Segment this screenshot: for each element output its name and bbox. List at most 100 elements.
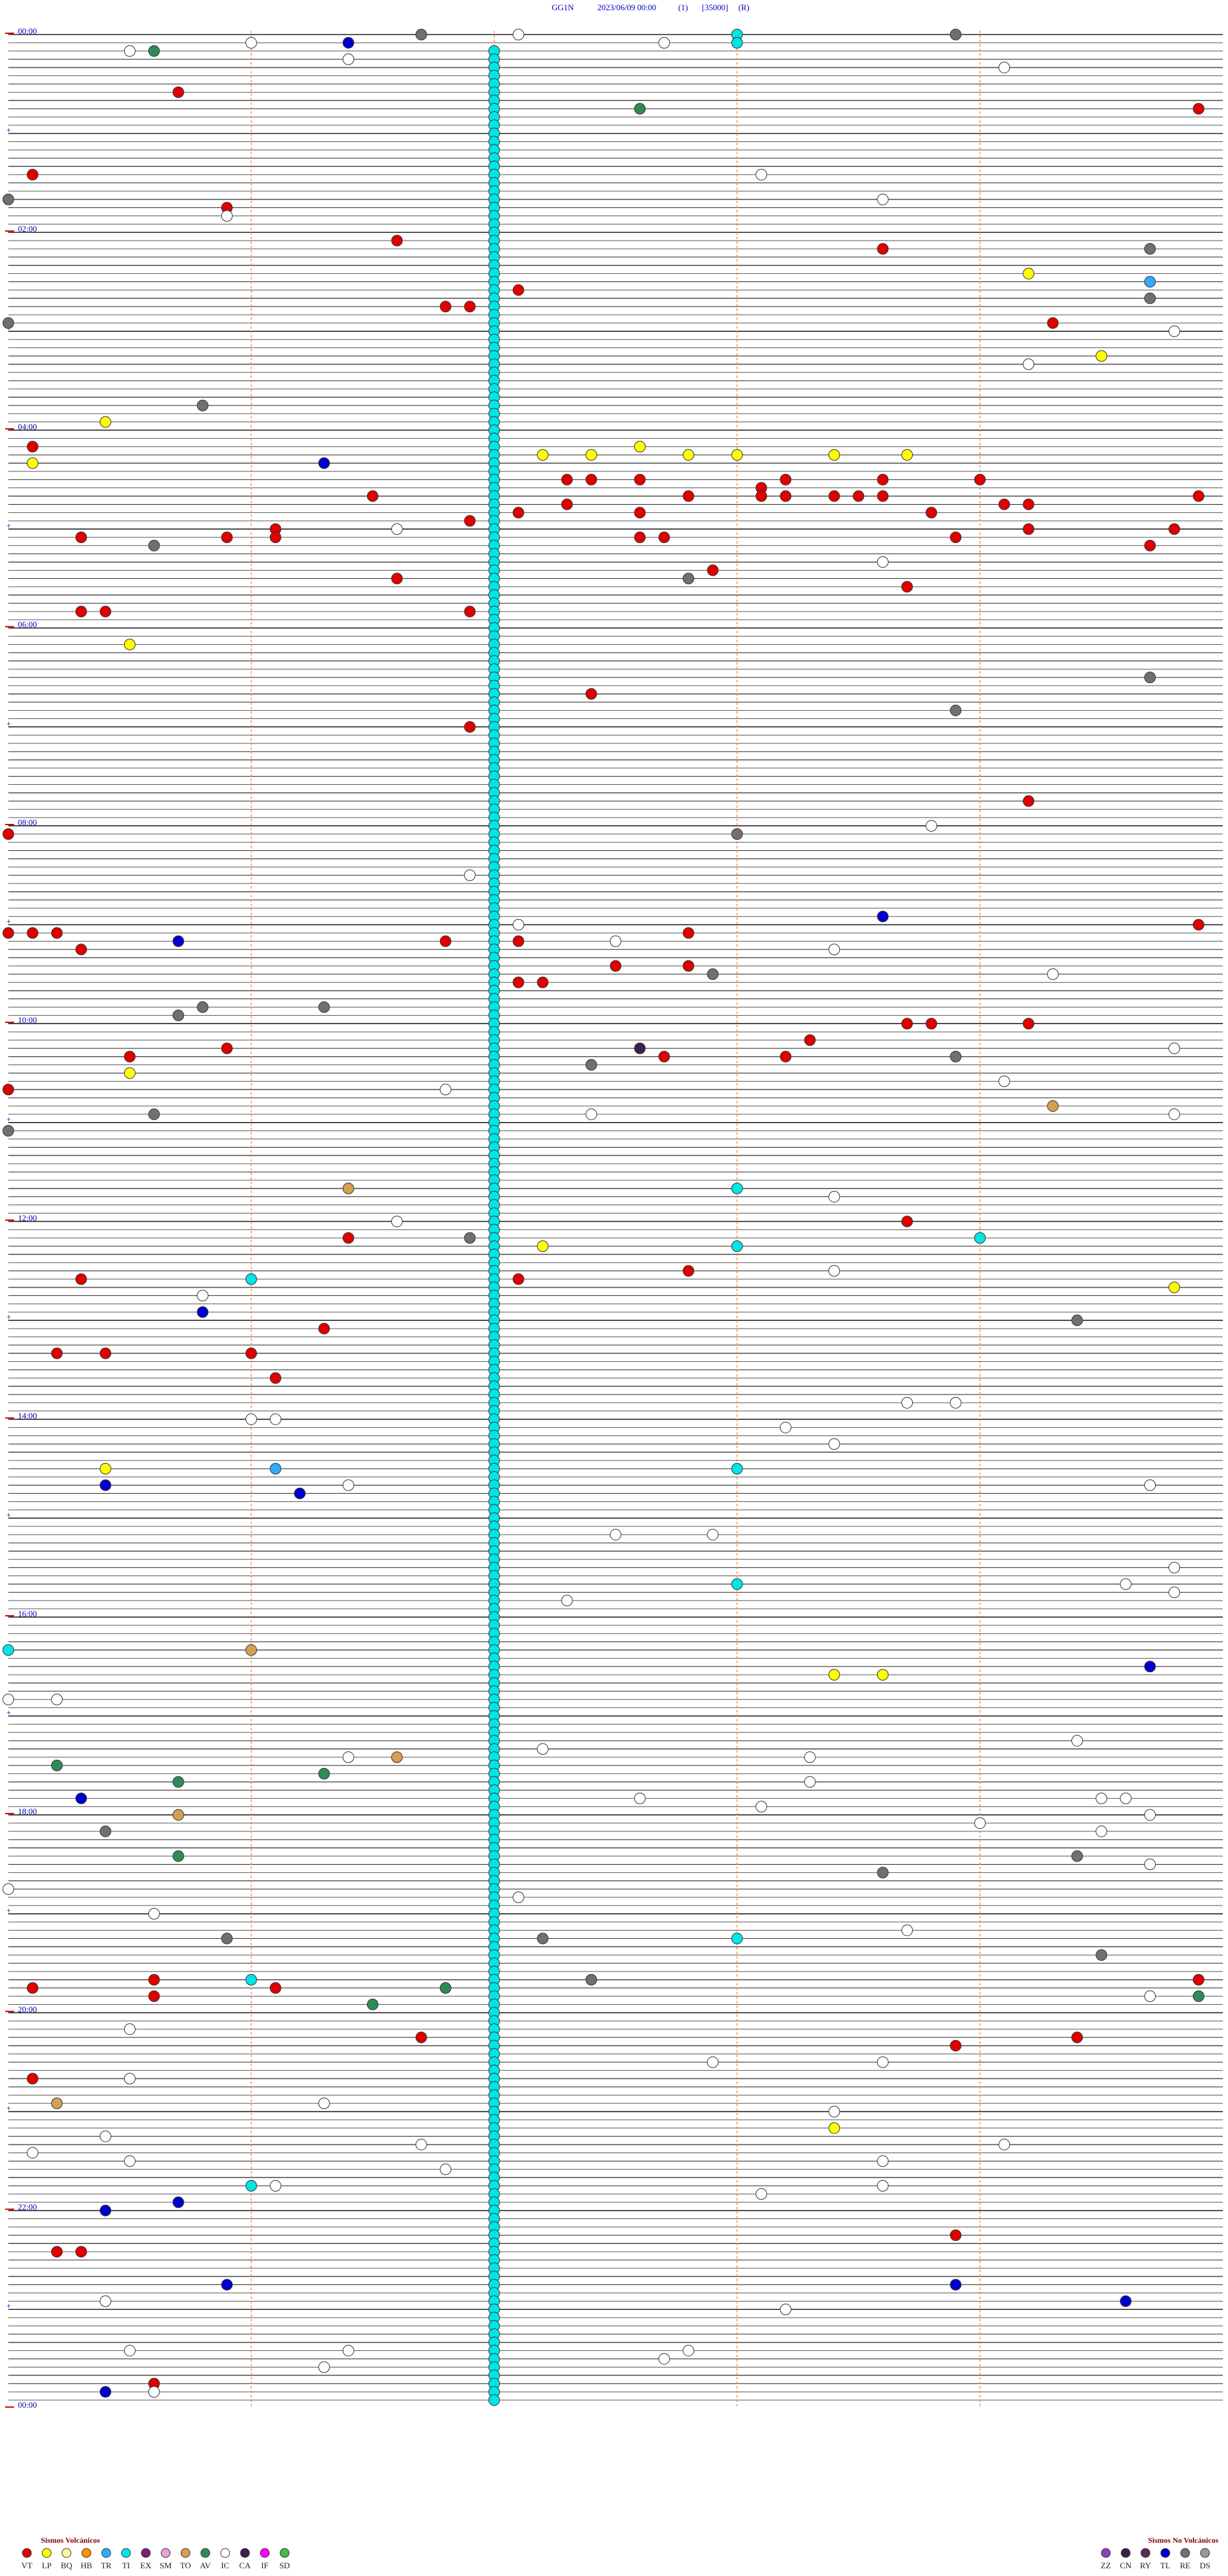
mode: (R) (738, 3, 749, 12)
event-marker (1169, 1561, 1181, 1574)
event-marker (1193, 490, 1205, 502)
event-marker (245, 1413, 257, 1425)
event-marker (99, 2295, 111, 2307)
event-marker (26, 2073, 38, 2085)
legend-label: IC (221, 2561, 230, 2570)
hour-mark: + (6, 1312, 11, 1322)
event-marker (75, 605, 87, 617)
event-marker (26, 457, 38, 470)
event-marker (75, 531, 87, 543)
event-marker (1169, 1108, 1181, 1120)
event-marker (196, 1001, 209, 1013)
event-marker (780, 490, 792, 502)
legend-label: CA (239, 2561, 251, 2570)
event-marker (707, 564, 719, 576)
event-marker (853, 490, 865, 502)
event-marker (804, 1751, 816, 1763)
event-marker (366, 1998, 379, 2011)
event-marker (682, 927, 695, 939)
event-marker (1144, 1661, 1156, 1673)
event-marker (1071, 1315, 1083, 1327)
event-marker (585, 1973, 597, 1986)
hour-mark: + (6, 2301, 11, 2311)
event-marker (123, 2073, 136, 2085)
event-marker (318, 1001, 330, 1013)
event-marker (512, 29, 524, 40)
event-marker (269, 1372, 281, 1384)
legend-swatch (161, 2548, 171, 2558)
event-marker (464, 515, 476, 527)
event-marker (1096, 350, 1108, 362)
event-marker (99, 2130, 111, 2142)
event-marker (342, 1479, 354, 1491)
event-marker (269, 1982, 281, 1994)
event-marker (537, 1743, 549, 1755)
event-marker (172, 1850, 184, 1862)
event-marker (658, 531, 670, 543)
event-marker (415, 29, 427, 40)
event-marker (585, 1059, 597, 1071)
event-marker (1169, 1586, 1181, 1599)
event-marker (950, 704, 962, 716)
event-marker (1193, 1990, 1205, 2002)
event-marker (585, 688, 597, 700)
event-marker (877, 1867, 889, 1879)
event-marker (464, 301, 476, 313)
event-marker (512, 284, 524, 296)
event-marker (804, 1776, 816, 1788)
event-marker (1144, 243, 1156, 255)
event-marker (512, 935, 524, 947)
event-marker (877, 473, 889, 486)
time-label: 00:00 (18, 2400, 37, 2410)
event-marker (998, 2138, 1011, 2151)
event-marker (755, 490, 767, 502)
event-marker (3, 1084, 14, 1096)
event-marker (512, 976, 524, 988)
channel: (1) (678, 3, 688, 12)
event-marker (1144, 292, 1156, 304)
event-marker (1120, 2295, 1132, 2307)
event-marker (3, 828, 14, 840)
event-marker (99, 1462, 111, 1474)
event-marker (901, 1215, 913, 1228)
event-marker (269, 1413, 281, 1425)
event-marker (585, 1108, 597, 1120)
event-marker (1144, 539, 1156, 551)
event-marker (172, 86, 184, 99)
legend-label: TO (180, 2561, 191, 2570)
time-label: 20:00 (18, 2004, 37, 2014)
legend-label: TR (101, 2561, 112, 2570)
event-marker (391, 235, 403, 247)
legend-label: ZZ (1101, 2561, 1111, 2570)
event-marker (658, 2353, 670, 2365)
event-marker (391, 1215, 403, 1228)
scale: [35000] (702, 3, 728, 12)
event-marker (123, 45, 136, 57)
event-marker (707, 968, 719, 980)
event-marker (950, 2229, 962, 2241)
hour-mark: + (6, 718, 11, 728)
event-marker (1023, 523, 1035, 535)
legend-label: LP (42, 2561, 51, 2570)
event-marker (901, 1396, 913, 1409)
event-marker (755, 1801, 767, 1813)
event-marker (610, 935, 622, 947)
legend-swatch (22, 2548, 32, 2558)
event-marker (1120, 1578, 1132, 1590)
event-marker (464, 605, 476, 617)
event-marker (123, 638, 136, 651)
time-label: 10:00 (18, 1015, 37, 1025)
event-marker (1096, 1825, 1108, 1837)
event-marker (75, 1792, 87, 1805)
event-marker (974, 473, 986, 486)
event-marker (537, 1240, 549, 1252)
event-marker (318, 2098, 330, 2110)
hour-mark: + (6, 1708, 11, 1718)
event-marker (99, 2204, 111, 2216)
legend-title: Sismos Volcánicos (41, 2536, 100, 2545)
time-label: 08:00 (18, 818, 37, 827)
event-marker (1144, 672, 1156, 684)
event-marker (245, 1973, 257, 1986)
legend-label: VT (21, 2561, 32, 2570)
event-marker (1096, 1792, 1108, 1805)
